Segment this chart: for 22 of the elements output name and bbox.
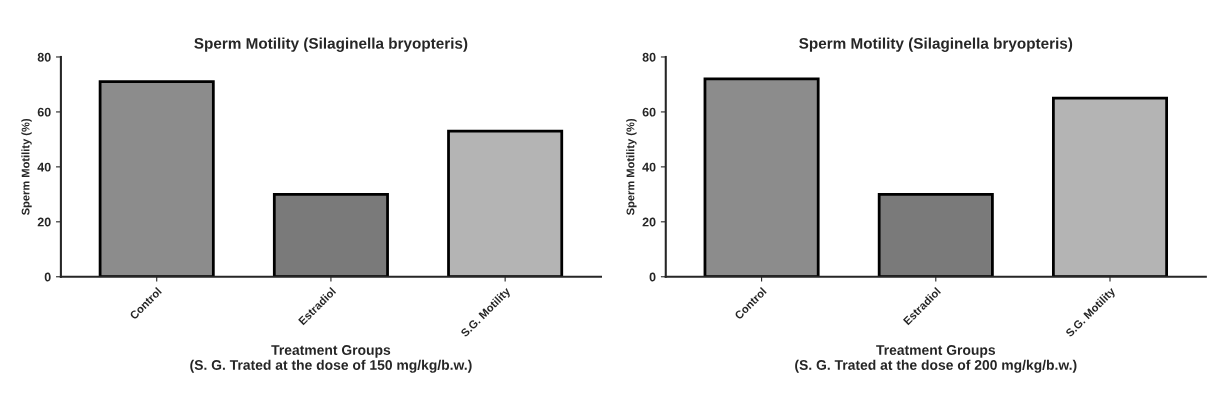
x-axis-title: Treatment Groups (S. G. Trated at the dose of 150 mg/kg/b.w.) — [190, 345, 472, 373]
bar — [703, 77, 820, 277]
y-axis-title: Sperm Motility (%) — [626, 118, 637, 216]
y-tick-label: 40 — [37, 162, 51, 172]
y-tick-label: 20 — [37, 217, 51, 227]
y-tick-label: 0 — [649, 272, 656, 282]
y-tick-label: 0 — [44, 272, 51, 282]
y-tick-label: 80 — [37, 52, 51, 62]
y-tick-label: 80 — [642, 52, 656, 62]
y-axis-title: Sperm Motility (%) — [21, 118, 32, 216]
bar — [447, 129, 564, 277]
y-tick-label: 60 — [37, 107, 51, 117]
y-tick-label: 60 — [642, 107, 656, 117]
x-axis-title: Treatment Groups (S. G. Trated at the dose of 200 mg/kg/b.w.) — [795, 345, 1077, 373]
y-tick-label: 40 — [642, 162, 656, 172]
bar — [877, 192, 994, 277]
bar — [98, 80, 215, 277]
bar — [272, 192, 389, 277]
bar — [1051, 96, 1169, 277]
chart-title: Sperm Motility (Silaginella bryopteris) — [194, 37, 468, 52]
y-tick-label: 20 — [642, 217, 656, 227]
chart-title: Sperm Motility (Silaginella bryopteris) — [799, 37, 1073, 52]
